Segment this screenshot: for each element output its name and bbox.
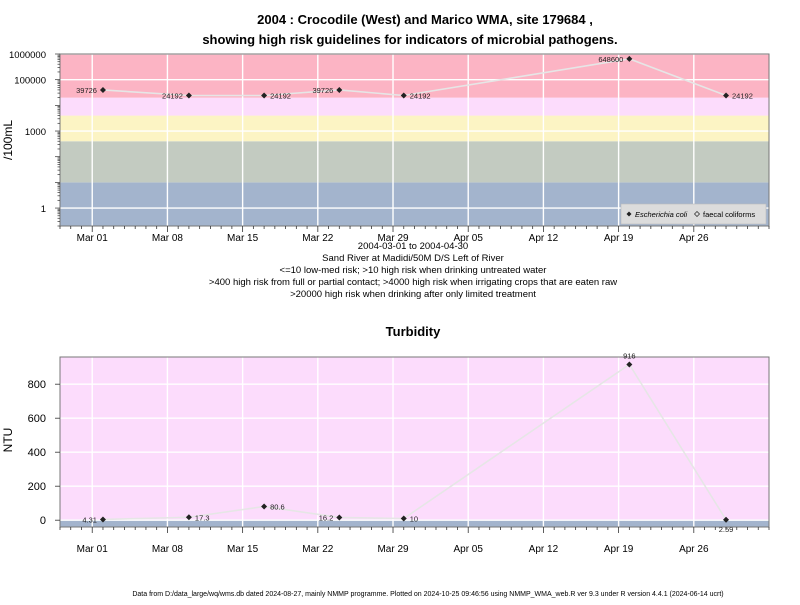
y-tick-label-2: 400 <box>28 447 46 459</box>
risk-band-3 <box>60 97 769 116</box>
y-tick-label-0: 1 <box>41 204 46 215</box>
risk-band-0 <box>60 519 769 527</box>
risk-band-1 <box>60 141 769 183</box>
x-tick-label-0: Mar 01 <box>77 544 109 555</box>
data-point <box>336 86 343 93</box>
x-tick-label-5: Apr 05 <box>453 233 483 244</box>
data-point <box>400 92 407 99</box>
risk-band-4 <box>60 54 769 98</box>
note-line-5: >20000 high risk when drinking after onl… <box>290 289 536 300</box>
chart-title-line2: showing high risk guidelines for indicat… <box>202 32 617 47</box>
data-point <box>626 361 633 368</box>
x-tick-label-8: Apr 26 <box>679 544 709 555</box>
y-tick-label-0: 0 <box>40 515 46 527</box>
data-label: 24192 <box>410 92 431 101</box>
y-tick-label-1: 200 <box>28 481 46 493</box>
y-axis-label: NTU <box>1 428 15 453</box>
legend-box <box>620 203 767 225</box>
chart-title-line1: 2004 : Crocodile (West) and Marico WMA, … <box>257 12 593 27</box>
data-label: 39726 <box>76 86 97 95</box>
data-point <box>723 516 730 523</box>
data-point <box>99 86 106 93</box>
data-label: 80.6 <box>270 502 285 511</box>
x-tick-label-0: Mar 01 <box>77 233 109 244</box>
data-point <box>185 92 192 99</box>
x-tick-label-7: Apr 19 <box>604 233 634 244</box>
data-point <box>723 92 730 99</box>
y-tick-label-1: 1000 <box>25 127 46 138</box>
x-tick-label-3: Mar 22 <box>302 544 334 555</box>
x-tick-label-8: Apr 26 <box>679 233 709 244</box>
x-tick-label-2: Mar 15 <box>227 233 259 244</box>
x-tick-label-6: Apr 12 <box>529 233 559 244</box>
data-point <box>626 55 633 62</box>
x-tick-label-1: Mar 08 <box>152 544 184 555</box>
legend-marker-ecoli <box>626 211 632 217</box>
data-point <box>400 515 407 522</box>
x-tick-label-4: Mar 29 <box>377 233 409 244</box>
x-tick-label-4: Mar 29 <box>377 544 409 555</box>
data-point <box>185 514 192 521</box>
x-tick-label-5: Apr 05 <box>453 544 483 555</box>
legend-label-ecoli: Escherichia coli <box>635 210 687 219</box>
x-tick-label-6: Apr 12 <box>529 544 559 555</box>
data-point <box>99 516 106 523</box>
note-line-3: <=10 low-med risk; >10 high risk when dr… <box>280 265 547 276</box>
data-label: 24192 <box>162 92 183 101</box>
y-tick-label-3: 600 <box>28 413 46 425</box>
note-line-2: Sand River at Madidi/50M D/S Left of Riv… <box>322 253 504 264</box>
y-tick-label-2: 100000 <box>14 76 46 87</box>
x-tick-label-1: Mar 08 <box>152 233 184 244</box>
data-label: 4.31 <box>82 515 97 524</box>
data-point <box>336 514 343 521</box>
data-point <box>261 503 268 510</box>
x-tick-label-7: Apr 19 <box>604 544 634 555</box>
panel2-title: Turbidity <box>386 324 441 339</box>
data-label: 648600 <box>598 55 623 64</box>
note-line-4: >400 high risk from full or partial cont… <box>209 277 617 288</box>
turbidity-panel: Mar 01 Mar 08 Mar 15 Mar 22 Mar 29 Apr 05 Apr … <box>1 351 770 555</box>
data-label: 39726 <box>312 86 333 95</box>
data-point <box>261 92 268 99</box>
data-label: 24192 <box>732 92 753 101</box>
legend-marker-faecal <box>694 211 700 217</box>
y-axis-label: /100mL <box>1 120 15 160</box>
data-label: 2.59 <box>719 525 734 534</box>
y-tick-label-4: 800 <box>28 379 46 391</box>
risk-band-2 <box>60 115 769 142</box>
data-label: 16.2 <box>319 513 334 522</box>
ecoli-panel: Mar 01 Mar 08 Mar 15 Mar 22 Mar 29 Apr 05 Apr … <box>1 50 770 244</box>
x-tick-label-2: Mar 15 <box>227 544 259 555</box>
data-label: 24192 <box>270 92 291 101</box>
risk-band-1 <box>60 357 769 520</box>
footer-text: Data from D:/data_large/wq/wms.db dated … <box>132 591 723 598</box>
data-label: 916 <box>623 351 636 360</box>
data-label: 17.3 <box>195 513 210 522</box>
x-tick-label-3: Mar 22 <box>302 233 334 244</box>
y-tick-label-3: 1000000 <box>9 50 46 61</box>
legend-label-faecal: faecal coliforms <box>703 210 755 219</box>
note-line-1: 2004-03-01 to 2004-04-30 <box>358 241 468 252</box>
data-label: 10 <box>410 515 418 524</box>
